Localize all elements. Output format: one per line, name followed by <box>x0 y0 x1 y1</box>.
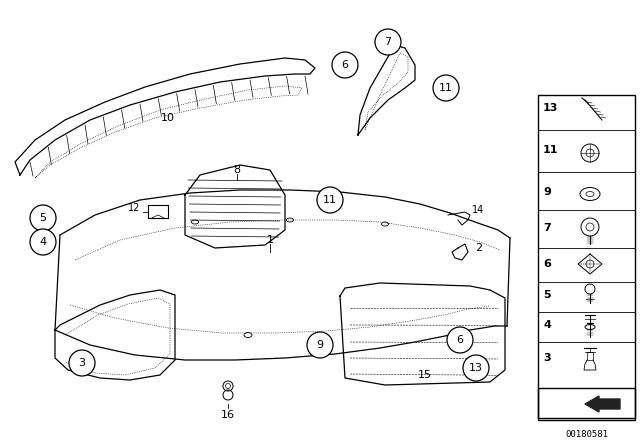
Text: 1: 1 <box>266 235 273 245</box>
Text: 14: 14 <box>472 205 484 215</box>
Text: 7: 7 <box>385 37 392 47</box>
Text: 4: 4 <box>543 320 551 330</box>
Text: 5: 5 <box>40 213 47 223</box>
Text: 2: 2 <box>475 243 482 253</box>
Text: 8: 8 <box>234 165 241 175</box>
Circle shape <box>30 205 56 231</box>
Circle shape <box>317 187 343 213</box>
Text: 6: 6 <box>543 259 551 269</box>
Text: 00180581: 00180581 <box>565 430 608 439</box>
Circle shape <box>307 332 333 358</box>
Text: 10: 10 <box>161 113 175 123</box>
Circle shape <box>463 355 489 381</box>
Text: 11: 11 <box>543 145 559 155</box>
Text: 15: 15 <box>418 370 432 380</box>
Text: 4: 4 <box>40 237 47 247</box>
Text: 6: 6 <box>456 335 463 345</box>
Circle shape <box>375 29 401 55</box>
Text: 11: 11 <box>323 195 337 205</box>
FancyArrow shape <box>585 396 620 412</box>
Bar <box>538 95 635 418</box>
Circle shape <box>447 327 473 353</box>
Circle shape <box>332 52 358 78</box>
Text: 9: 9 <box>543 187 551 197</box>
Text: 3: 3 <box>543 353 550 363</box>
Text: 13: 13 <box>543 103 558 113</box>
Circle shape <box>69 350 95 376</box>
Text: 5: 5 <box>543 290 550 300</box>
Text: 13: 13 <box>469 363 483 373</box>
Text: 11: 11 <box>439 83 453 93</box>
Circle shape <box>433 75 459 101</box>
Circle shape <box>30 229 56 255</box>
Text: 7: 7 <box>543 223 551 233</box>
Text: 3: 3 <box>79 358 86 368</box>
Bar <box>538 388 635 420</box>
Text: 12: 12 <box>127 203 140 213</box>
Text: 6: 6 <box>342 60 349 70</box>
Text: 16: 16 <box>221 410 235 420</box>
Text: 9: 9 <box>316 340 324 350</box>
